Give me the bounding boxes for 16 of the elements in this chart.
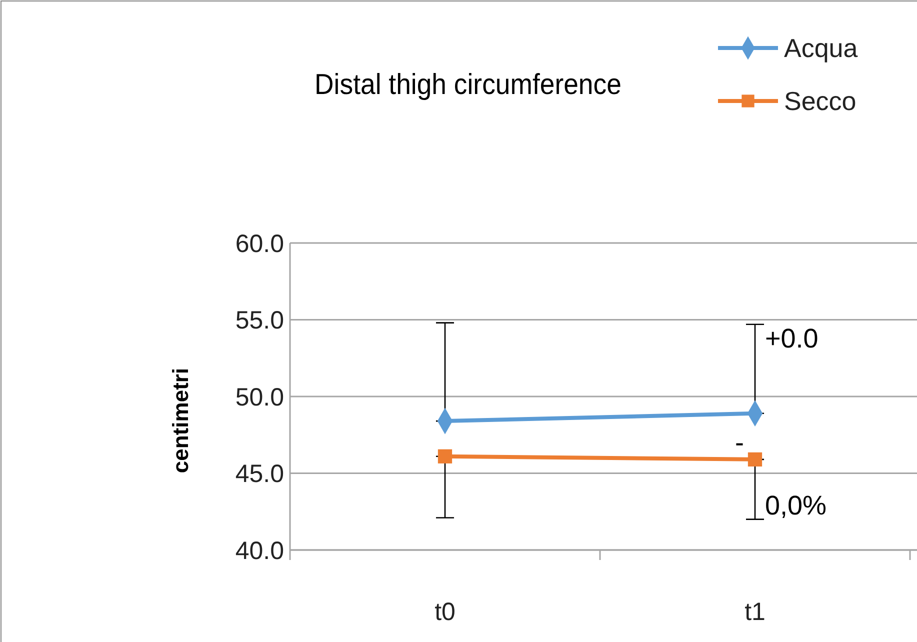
chart-title: Distal thigh circumference [314,68,622,100]
y-tick-label: 45.0 [235,460,284,488]
y-axis-title: centimetri [168,368,193,474]
y-tick-label: 50.0 [235,383,284,412]
legend-label: Acqua [784,33,858,64]
annotation: - [735,427,744,458]
y-tick-label: 55.0 [235,306,284,334]
point [748,452,762,467]
y-tick-label: 40.0 [235,536,284,565]
point [438,449,452,464]
x-tick-label: t1 [744,598,766,626]
y-tick-label: 60.0 [235,230,284,258]
x-tick-label: t0 [434,598,456,626]
annotation: +0.0 [765,323,818,354]
annotation: 0,0% [765,490,827,520]
legend-label: Secco [784,86,856,116]
